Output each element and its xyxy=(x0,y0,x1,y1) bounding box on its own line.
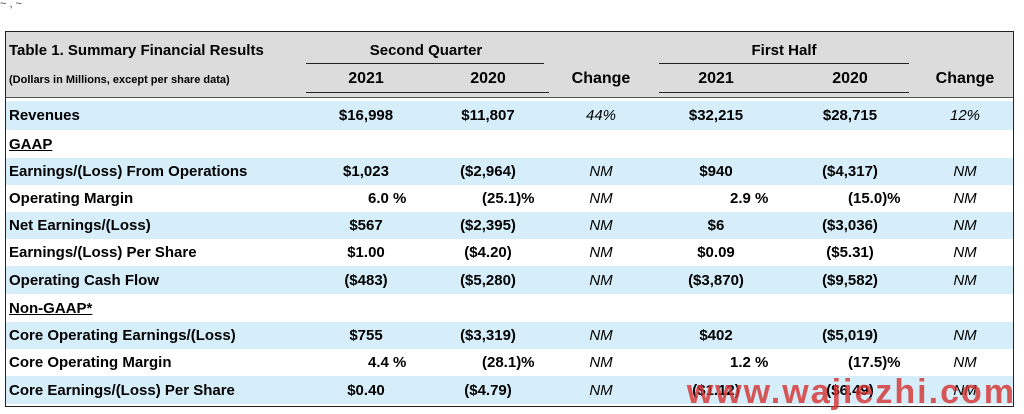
row-label: Revenues xyxy=(9,107,80,124)
cell-q-2021: $1.00 xyxy=(347,244,385,261)
cell-q-2020: (28.1)% xyxy=(482,354,535,371)
cell-q-change: NM xyxy=(589,271,613,289)
cell-q-2021: $16,998 xyxy=(338,107,394,124)
table-header: Table 1. Summary Financial Results (Doll… xyxy=(6,32,1013,97)
table-row: Core Operating Margin 4.4 % (28.1)% NM 1… xyxy=(6,349,1013,376)
section-label-gaap: GAAP xyxy=(9,135,53,153)
table-row: Net Earnings/(Loss) $567 ($2,395) NM $6 … xyxy=(6,212,1013,239)
cell-h-change: NM xyxy=(953,381,977,399)
cell-h-change: NM xyxy=(953,217,977,234)
cell-h-2020: ($4,317) xyxy=(822,163,878,180)
row-label: Earnings/(Loss) From Operations xyxy=(9,163,248,180)
table-row: Earnings/(Loss) Per Share $1.00 ($4.20) … xyxy=(6,239,1013,266)
group-second-quarter: Second Quarter xyxy=(369,41,483,59)
cell-h-change: 12% xyxy=(949,107,981,124)
cell-h-change: NM xyxy=(953,190,977,207)
cell-h-2020: (15.0)% xyxy=(848,190,901,207)
section-label-non-gaap: Non-GAAP* xyxy=(9,299,93,317)
row-label: Operating Margin xyxy=(9,190,134,207)
col-q-2021: 2021 xyxy=(348,70,384,87)
section-row-gaap: GAAP xyxy=(6,130,1013,158)
cell-h-2020: ($9,582) xyxy=(822,271,878,289)
row-label: Core Earnings/(Loss) Per Share xyxy=(9,381,235,399)
cell-h-2021: $6 xyxy=(707,217,725,234)
cell-h-change: NM xyxy=(953,244,977,261)
cell-h-change: NM xyxy=(953,327,977,344)
cell-q-2021: 6.0 % xyxy=(368,190,407,207)
cell-h-2021: $0.09 xyxy=(697,244,735,261)
cell-h-2021: ($1.12) xyxy=(692,381,740,399)
cell-q-2020: ($4.20) xyxy=(464,244,512,261)
cell-h-change: NM xyxy=(953,271,977,289)
cell-h-2020: (17.5)% xyxy=(848,354,901,371)
cell-h-2020: ($6.49) xyxy=(826,381,874,399)
cell-q-change: NM xyxy=(589,381,613,399)
row-label: Core Operating Margin xyxy=(9,354,172,371)
cell-h-2020: ($5,019) xyxy=(822,327,878,344)
cell-q-2021: ($483) xyxy=(344,271,388,289)
row-label: Operating Cash Flow xyxy=(9,271,160,289)
cell-q-2020: (25.1)% xyxy=(482,190,535,207)
cell-h-2021: ($3,870) xyxy=(688,271,744,289)
group-first-half: First Half xyxy=(751,41,817,59)
table-row: Core Earnings/(Loss) Per Share $0.40 ($4… xyxy=(6,376,1013,404)
financial-table: Table 1. Summary Financial Results (Doll… xyxy=(5,31,1014,407)
cell-q-2021: $1,023 xyxy=(343,163,389,180)
col-q-2020: 2020 xyxy=(470,70,506,87)
cell-q-change: 44% xyxy=(585,107,617,124)
cell-q-2020: ($5,280) xyxy=(460,271,516,289)
cell-h-change: NM xyxy=(953,163,977,180)
cell-q-change: NM xyxy=(589,327,613,344)
table-row: Operating Cash Flow ($483) ($5,280) NM (… xyxy=(6,266,1013,294)
col-h-2021: 2021 xyxy=(698,70,734,87)
table-row: Operating Margin 6.0 % (25.1)% NM 2.9 % … xyxy=(6,185,1013,212)
cell-q-change: NM xyxy=(589,354,613,371)
cell-q-2020: ($2,395) xyxy=(460,217,516,234)
cell-q-2021: $0.40 xyxy=(347,381,385,399)
cell-q-change: NM xyxy=(589,244,613,261)
cell-q-change: NM xyxy=(589,163,613,180)
section-row-non-gaap: Non-GAAP* xyxy=(6,294,1013,322)
table-row: Earnings/(Loss) From Operations $1,023 (… xyxy=(6,158,1013,185)
row-label: Net Earnings/(Loss) xyxy=(9,217,151,234)
row-label: Earnings/(Loss) Per Share xyxy=(9,244,197,261)
table-row: Core Operating Earnings/(Loss) $755 ($3,… xyxy=(6,322,1013,349)
cell-h-2020: ($5.31) xyxy=(826,244,874,261)
col-rule-2 xyxy=(659,92,909,93)
col-q-change: Change xyxy=(571,70,631,87)
cell-q-2020: ($4.79) xyxy=(464,381,512,399)
row-label: Core Operating Earnings/(Loss) xyxy=(9,327,236,344)
col-h-2020: 2020 xyxy=(832,70,868,87)
second-quarter-rule xyxy=(306,63,544,64)
cell-h-2021: 1.2 % xyxy=(730,354,769,371)
cell-q-2021: $567 xyxy=(349,217,383,234)
cell-q-2021: $755 xyxy=(349,327,383,344)
cell-h-2020: $28,715 xyxy=(822,107,878,124)
col-rule-1 xyxy=(306,92,549,93)
cell-q-2020: ($3,319) xyxy=(460,327,516,344)
cell-h-2020: ($3,036) xyxy=(822,217,878,234)
col-h-change: Change xyxy=(935,70,995,87)
table-subtitle: (Dollars in Millions, except per share d… xyxy=(9,74,230,86)
cell-q-2021: 4.4 % xyxy=(368,354,407,371)
table-title: Table 1. Summary Financial Results xyxy=(9,41,264,59)
cell-h-2021: 2.9 % xyxy=(730,190,769,207)
cell-q-change: NM xyxy=(589,217,613,234)
table-row: Revenues $16,998 $11,807 44% $32,215 $28… xyxy=(6,101,1013,130)
cell-h-2021: $32,215 xyxy=(688,107,744,124)
first-half-rule xyxy=(659,63,909,64)
cell-h-2021: $940 xyxy=(699,163,733,180)
cell-h-change: NM xyxy=(953,354,977,371)
header-divider xyxy=(6,97,1013,98)
top-cut-text: ~ , ~ xyxy=(0,0,23,9)
watermark: www.wajiezhi.com xyxy=(686,373,1016,411)
cell-q-change: NM xyxy=(589,190,613,207)
cell-h-2021: $402 xyxy=(699,327,733,344)
cell-q-2020: $11,807 xyxy=(461,107,515,124)
cell-q-2020: ($2,964) xyxy=(460,163,516,180)
